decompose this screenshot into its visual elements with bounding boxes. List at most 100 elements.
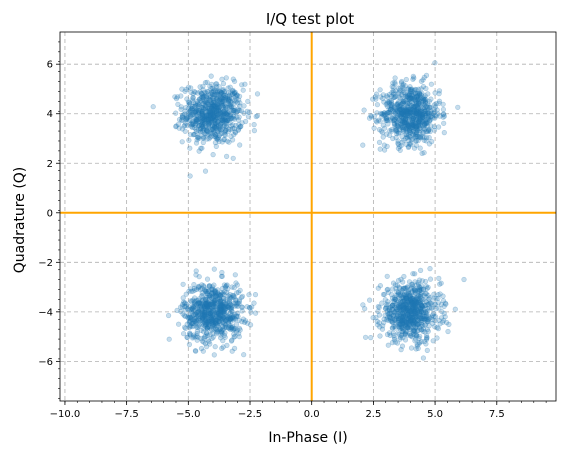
data-point [190,97,196,103]
data-point [232,89,238,95]
data-point [225,93,231,99]
data-point [232,90,238,96]
data-point [440,106,447,113]
data-point [423,72,430,78]
data-point [371,125,377,131]
y-tick-label: 6 [47,60,53,71]
data-point [218,121,224,127]
data-point [204,113,210,119]
data-point [216,107,222,113]
data-point [246,109,252,115]
data-point [207,97,213,103]
data-point [178,106,184,112]
data-point [190,121,196,128]
data-point [193,117,199,123]
data-point [212,140,218,146]
data-point [198,90,204,97]
data-point [211,128,217,134]
data-point [399,134,405,140]
data-point [376,139,383,145]
data-point [217,122,224,128]
data-point [207,112,214,118]
data-point [212,108,218,115]
data-point [221,136,227,143]
data-point [232,129,238,135]
data-point [195,135,201,141]
data-point [198,95,204,102]
data-point [220,117,226,124]
data-point [437,113,443,119]
data-point [399,98,406,104]
data-point [198,306,204,312]
data-point [184,96,190,102]
data-point [211,113,217,120]
data-point [373,96,379,102]
data-point [222,96,229,102]
data-point [183,120,189,126]
data-point [218,95,224,101]
data-point [198,145,204,151]
data-point [198,122,204,128]
data-point [202,80,208,86]
data-point [227,113,233,119]
data-point [215,101,221,107]
data-point [186,341,192,348]
data-point [363,334,369,340]
data-point [239,82,245,88]
data-point [227,303,233,309]
data-point [192,104,198,110]
data-point [423,85,429,92]
data-point [385,289,392,296]
data-point [399,78,405,85]
data-point [230,108,237,114]
data-point [220,98,226,105]
data-point [212,103,218,109]
data-point [223,75,229,81]
data-point [205,89,211,95]
data-point [204,94,210,100]
data-point [215,89,221,95]
data-point [221,104,227,111]
data-point [213,123,220,129]
data-point [405,122,411,129]
data-point [221,102,227,108]
data-point [225,112,231,118]
data-point [219,109,225,115]
data-point [210,102,216,109]
data-point [214,112,220,118]
data-point [205,105,212,111]
data-point [213,110,219,116]
data-point [222,132,228,138]
data-point [197,115,203,121]
data-point [203,114,209,120]
data-point [199,124,205,130]
data-point [201,135,207,141]
data-point [211,124,217,130]
data-point [197,125,204,132]
data-point [204,127,210,133]
data-point [233,96,239,102]
data-point [215,127,221,134]
data-point [427,276,434,282]
data-point [193,108,199,115]
data-point [206,101,212,108]
data-point [208,318,214,324]
data-point [192,109,198,115]
data-point [200,94,206,100]
data-point [217,97,223,103]
data-point [204,136,210,142]
data-point [199,111,205,117]
data-point [218,89,224,96]
data-point [210,103,216,109]
data-point [219,113,225,119]
data-point [418,122,424,128]
data-point [403,295,409,301]
data-point [222,128,228,134]
data-point [192,115,198,121]
data-point [210,111,216,118]
data-point [245,98,251,104]
data-point [206,118,212,124]
data-point [196,122,202,129]
data-point [200,106,207,112]
